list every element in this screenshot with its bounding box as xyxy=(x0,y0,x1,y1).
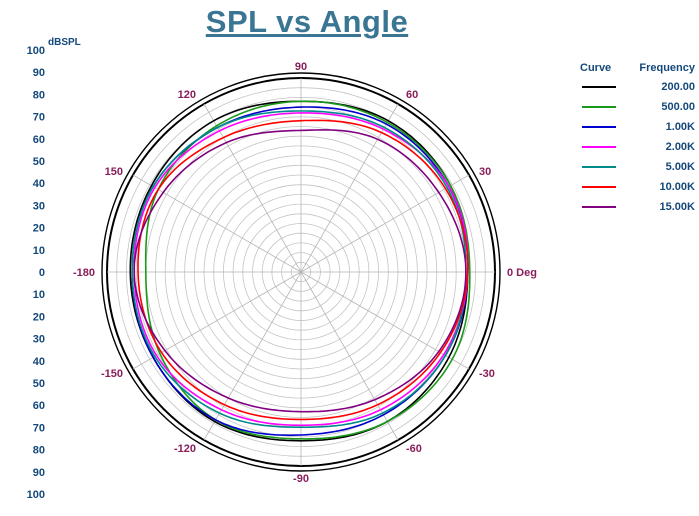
legend-swatch xyxy=(582,206,616,208)
frame-ring xyxy=(101,72,501,472)
legend: Curve Frequency 200.00 500.00 1.00K 2.00K 5.… xyxy=(580,62,695,217)
angle-label: -60 xyxy=(406,443,422,455)
grid-spoke xyxy=(132,174,302,273)
radial-tick-label: 10 xyxy=(33,289,45,301)
radial-tick-label: 10 xyxy=(33,245,45,257)
legend-swatch xyxy=(582,146,616,148)
legend-label: 500.00 xyxy=(661,101,695,113)
angle-label: -90 xyxy=(293,473,309,485)
angle-label: -150 xyxy=(101,368,123,380)
radial-tick-label: 70 xyxy=(33,422,45,434)
legend-rows: 200.00 500.00 1.00K 2.00K 5.00K 10.00K 15.00K xyxy=(580,77,695,217)
legend-label: 2.00K xyxy=(665,141,695,153)
radial-tick-label: 60 xyxy=(33,400,45,412)
angle-label: -180 xyxy=(73,267,95,279)
radial-tick-label: 100 xyxy=(27,489,45,501)
radial-tick-label: 20 xyxy=(33,311,45,323)
legend-swatch xyxy=(582,86,616,88)
radial-tick-label: 20 xyxy=(33,223,45,235)
radial-unit-label: dBSPL xyxy=(48,37,81,48)
radial-tick-label: 0 xyxy=(39,267,45,279)
angle-label: -120 xyxy=(174,443,196,455)
grid-spoke xyxy=(203,103,302,273)
legend-item: 15.00K xyxy=(580,197,695,217)
grid-spoke xyxy=(132,271,302,370)
radial-tick-label: 80 xyxy=(33,445,45,457)
polar-curves xyxy=(129,100,471,442)
legend-swatch xyxy=(582,166,616,168)
angle-label: 30 xyxy=(479,166,491,178)
legend-swatch xyxy=(582,106,616,108)
grid-spoke xyxy=(300,271,399,441)
radial-tick-label: 40 xyxy=(33,178,45,190)
legend-label: 5.00K xyxy=(665,161,695,173)
polar-grid xyxy=(101,72,501,472)
radial-tick-label: 100 xyxy=(27,45,45,57)
angle-label: 90 xyxy=(295,61,307,73)
radial-tick-label: 80 xyxy=(33,89,45,101)
polar-labels: 90 60 120 30 150 0 Deg -180 -30 -150 -60 -120 -90 10… xyxy=(27,37,537,501)
legend-item: 1.00K xyxy=(580,117,695,137)
angle-label: -30 xyxy=(479,368,495,380)
grid-spoke xyxy=(300,174,470,273)
curve-50000 xyxy=(144,100,471,440)
curve-500K xyxy=(131,110,467,428)
legend-label: 10.00K xyxy=(659,181,695,193)
radial-tick-label: 50 xyxy=(33,378,45,390)
legend-label: 200.00 xyxy=(661,81,695,93)
legend-frequency-header: Frequency xyxy=(639,62,695,74)
radial-tick-label: 40 xyxy=(33,356,45,368)
curve-1000K xyxy=(137,119,469,421)
radial-tick-label: 70 xyxy=(33,112,45,124)
radial-tick-label: 60 xyxy=(33,134,45,146)
legend-header: Curve Frequency xyxy=(580,62,695,74)
legend-swatch xyxy=(582,126,616,128)
radial-tick-label: 30 xyxy=(33,334,45,346)
legend-label: 1.00K xyxy=(665,121,695,133)
radial-tick-label: 30 xyxy=(33,200,45,212)
angle-label: 60 xyxy=(406,89,418,101)
curve-1500K xyxy=(133,129,467,413)
legend-item: 10.00K xyxy=(580,177,695,197)
angle-label: 150 xyxy=(105,166,123,178)
legend-item: 500.00 xyxy=(580,97,695,117)
angle-label: 120 xyxy=(178,89,196,101)
legend-swatch xyxy=(582,186,616,188)
radial-tick-label: 90 xyxy=(33,467,45,479)
radial-tick-label: 90 xyxy=(33,67,45,79)
legend-item: 200.00 xyxy=(580,77,695,97)
chart-title: SPL vs Angle xyxy=(205,4,409,39)
angle-label: 0 Deg xyxy=(507,267,537,279)
grid-spoke xyxy=(203,271,302,441)
legend-label: 15.00K xyxy=(659,201,695,213)
legend-item: 2.00K xyxy=(580,137,695,157)
legend-curve-header: Curve xyxy=(580,62,612,74)
radial-tick-label: 50 xyxy=(33,156,45,168)
legend-item: 5.00K xyxy=(580,157,695,177)
